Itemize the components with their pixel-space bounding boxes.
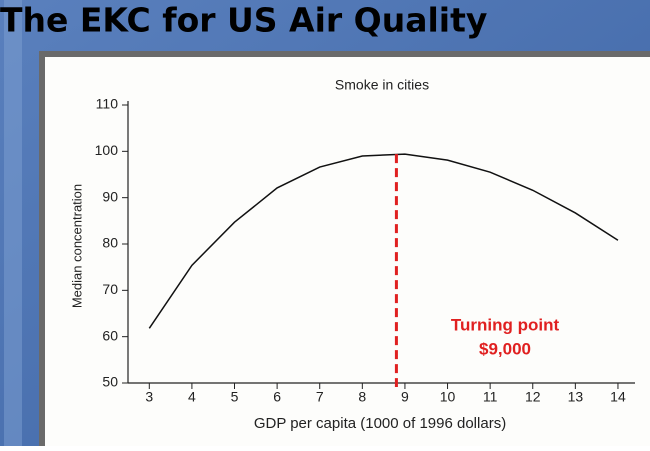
y-tick-label: 60 bbox=[102, 327, 118, 343]
x-tick-label: 10 bbox=[440, 389, 456, 405]
x-tick-label: 8 bbox=[358, 389, 366, 405]
x-tick-label: 7 bbox=[316, 389, 324, 405]
x-tick-label: 14 bbox=[610, 389, 626, 405]
x-tick-label: 11 bbox=[483, 389, 498, 405]
y-tick-label: 80 bbox=[102, 235, 118, 251]
x-tick-label: 5 bbox=[231, 389, 239, 405]
slide-title: The EKC for US Air Quality bbox=[0, 1, 487, 40]
data-line bbox=[148, 153, 619, 329]
plot: 50 60 70 80 90 100 110 3 4 5 6 7 8 9 10 11 12 13 14 Turning… bbox=[95, 96, 635, 405]
x-axis-label: GDP per capita (1000 of 1996 dollars) bbox=[254, 415, 506, 432]
x-tick-label: 12 bbox=[525, 389, 541, 405]
x-tick-label: 3 bbox=[145, 389, 153, 405]
y-tick-label: 110 bbox=[96, 96, 119, 112]
y-tick-label: 50 bbox=[102, 374, 118, 390]
annotation: Turning point bbox=[451, 315, 560, 334]
chart-title: Smoke in cities bbox=[335, 77, 429, 93]
slide-stripe bbox=[4, 0, 22, 446]
y-tick-label: 70 bbox=[102, 281, 118, 297]
y-tick-label: 100 bbox=[95, 142, 119, 158]
x-tick-label: 13 bbox=[568, 389, 584, 405]
y-tick-label: 90 bbox=[102, 188, 118, 204]
x-tick-label: 4 bbox=[188, 389, 196, 405]
annotation: $9,000 bbox=[479, 339, 531, 358]
x-tick-label: 9 bbox=[401, 389, 409, 405]
x-tick-label: 6 bbox=[273, 389, 281, 405]
y-axis-label: Median concentration bbox=[69, 184, 84, 308]
chart-panel bbox=[39, 51, 650, 451]
